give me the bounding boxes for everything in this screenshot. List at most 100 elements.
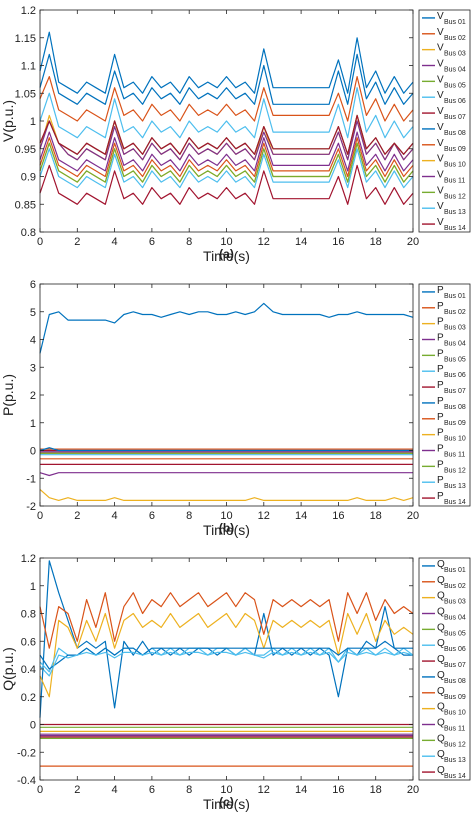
legend-label: Bus 08 bbox=[444, 678, 466, 685]
x-tick-label: 8 bbox=[186, 236, 192, 248]
plot-area bbox=[40, 284, 413, 506]
y-axis-label: P(p.u.) bbox=[0, 374, 16, 416]
series-line-bus-14 bbox=[39, 164, 414, 205]
x-tick-label: 6 bbox=[149, 236, 155, 248]
x-tick-label: 14 bbox=[295, 510, 307, 522]
legend-symbol: P bbox=[437, 475, 444, 486]
y-tick-label: 0.85 bbox=[15, 199, 36, 211]
series-line-bus-11 bbox=[39, 131, 414, 172]
legend-symbol: P bbox=[437, 333, 444, 344]
series-line-bus-01 bbox=[39, 31, 414, 94]
legend-symbol: Q bbox=[437, 670, 445, 681]
legend-symbol: V bbox=[437, 122, 444, 133]
y-tick-label: 0.95 bbox=[15, 144, 36, 156]
legend-label: Bus 01 bbox=[444, 567, 466, 574]
legend-symbol: P bbox=[437, 285, 444, 296]
y-tick-label: 1.2 bbox=[21, 553, 36, 565]
series-line-bus-02 bbox=[39, 592, 414, 649]
legend-symbol: Q bbox=[437, 622, 445, 633]
y-tick-label: 0.8 bbox=[21, 609, 36, 621]
legend-symbol: Q bbox=[437, 686, 445, 697]
y-tick-label: 0.8 bbox=[21, 227, 36, 239]
x-tick-label: 14 bbox=[295, 236, 307, 248]
x-tick-label: 4 bbox=[112, 510, 118, 522]
y-tick-label: -1 bbox=[26, 473, 36, 485]
y-tick-label: -0.2 bbox=[17, 747, 36, 759]
y-tick-label: 1.05 bbox=[15, 88, 36, 100]
legend-label: Bus 13 bbox=[444, 483, 466, 490]
chart-panel-1: 0 2 4 6 8 10 12 14 16 18 20 0.8 0.85 0.9 0.95 1 1.05 1.1 1… bbox=[0, 5, 471, 264]
legend-symbol: Q bbox=[437, 591, 445, 602]
x-tick-label: 12 bbox=[258, 510, 270, 522]
y-tick-label: 1.1 bbox=[21, 61, 36, 73]
legend-symbol: V bbox=[437, 217, 444, 228]
legend-symbol: V bbox=[437, 74, 444, 85]
x-tick-label: 16 bbox=[332, 784, 344, 796]
legend-symbol: P bbox=[437, 301, 444, 312]
legend-symbol: Q bbox=[437, 749, 445, 760]
x-tick-label: 4 bbox=[112, 784, 118, 796]
series-line-bus-09 bbox=[39, 137, 414, 178]
chart-panel-3: 0 2 4 6 8 10 12 14 16 18 20 -0.4 -0.2 0 0.2 0.4 0.6 0.8 1 1… bbox=[0, 553, 471, 812]
legend-label: Bus 09 bbox=[444, 146, 466, 153]
x-tick-label: 18 bbox=[370, 236, 382, 248]
y-tick-label: 0.6 bbox=[21, 636, 36, 648]
legend-label: Bus 14 bbox=[444, 773, 466, 780]
y-tick-label: -0.4 bbox=[17, 775, 36, 787]
series-line-bus-04 bbox=[39, 120, 414, 161]
x-tick-label: 10 bbox=[220, 236, 232, 248]
legend-label: Bus 10 bbox=[444, 710, 466, 717]
legend-box bbox=[418, 283, 471, 507]
legend-label: Bus 11 bbox=[444, 726, 465, 733]
legend-symbol: V bbox=[437, 170, 444, 181]
series-line-bus-12 bbox=[39, 142, 414, 183]
legend-label: Bus 09 bbox=[444, 694, 466, 701]
panel-caption: (b) bbox=[219, 521, 234, 535]
legend-label: Bus 06 bbox=[444, 98, 466, 105]
y-tick-label: 0.4 bbox=[21, 664, 36, 676]
x-tick-label: 0 bbox=[37, 236, 43, 248]
y-tick-label: 0 bbox=[30, 446, 36, 458]
x-tick-label: 10 bbox=[220, 510, 232, 522]
legend-label: Bus 04 bbox=[444, 67, 466, 74]
y-tick-label: 1.2 bbox=[21, 5, 36, 17]
x-axis-label: Time(s) bbox=[203, 248, 250, 264]
x-tick-label: 18 bbox=[370, 510, 382, 522]
legend-symbol: P bbox=[437, 412, 444, 423]
legend-label: Bus 03 bbox=[444, 599, 466, 606]
legend-symbol: Q bbox=[437, 733, 445, 744]
legend-label: Bus 06 bbox=[444, 646, 466, 653]
legend-symbol: P bbox=[437, 348, 444, 359]
legend-symbol: P bbox=[437, 459, 444, 470]
legend-box bbox=[418, 9, 471, 233]
y-tick-label: 1 bbox=[30, 581, 36, 593]
legend-symbol: V bbox=[437, 27, 444, 38]
legend-label: Bus 01 bbox=[444, 19, 466, 26]
legend-label: Bus 10 bbox=[444, 436, 466, 443]
series-line-bus-07 bbox=[39, 114, 414, 155]
legend-symbol: V bbox=[437, 11, 444, 22]
legend-symbol: Q bbox=[437, 718, 445, 729]
series-line-bus-01 bbox=[39, 302, 414, 354]
legend-label: Bus 04 bbox=[444, 341, 466, 348]
x-tick-label: 16 bbox=[332, 510, 344, 522]
legend-label: Bus 05 bbox=[444, 356, 466, 363]
legend-symbol: V bbox=[437, 59, 444, 70]
legend-label: Bus 07 bbox=[444, 114, 466, 121]
legend-label: Bus 06 bbox=[444, 372, 466, 379]
legend-symbol: P bbox=[437, 444, 444, 455]
x-tick-label: 10 bbox=[220, 784, 232, 796]
x-tick-label: 8 bbox=[186, 784, 192, 796]
y-tick-label: 2 bbox=[30, 390, 36, 402]
x-tick-label: 14 bbox=[295, 784, 307, 796]
legend-symbol: Q bbox=[437, 559, 445, 570]
y-tick-label: 1.15 bbox=[15, 33, 36, 45]
y-tick-label: -2 bbox=[26, 501, 36, 513]
series-line-bus-06 bbox=[39, 87, 414, 139]
legend-label: Bus 12 bbox=[444, 467, 466, 474]
legend-label: Bus 05 bbox=[444, 82, 466, 89]
legend-label: Bus 11 bbox=[444, 452, 465, 459]
x-tick-label: 18 bbox=[370, 784, 382, 796]
